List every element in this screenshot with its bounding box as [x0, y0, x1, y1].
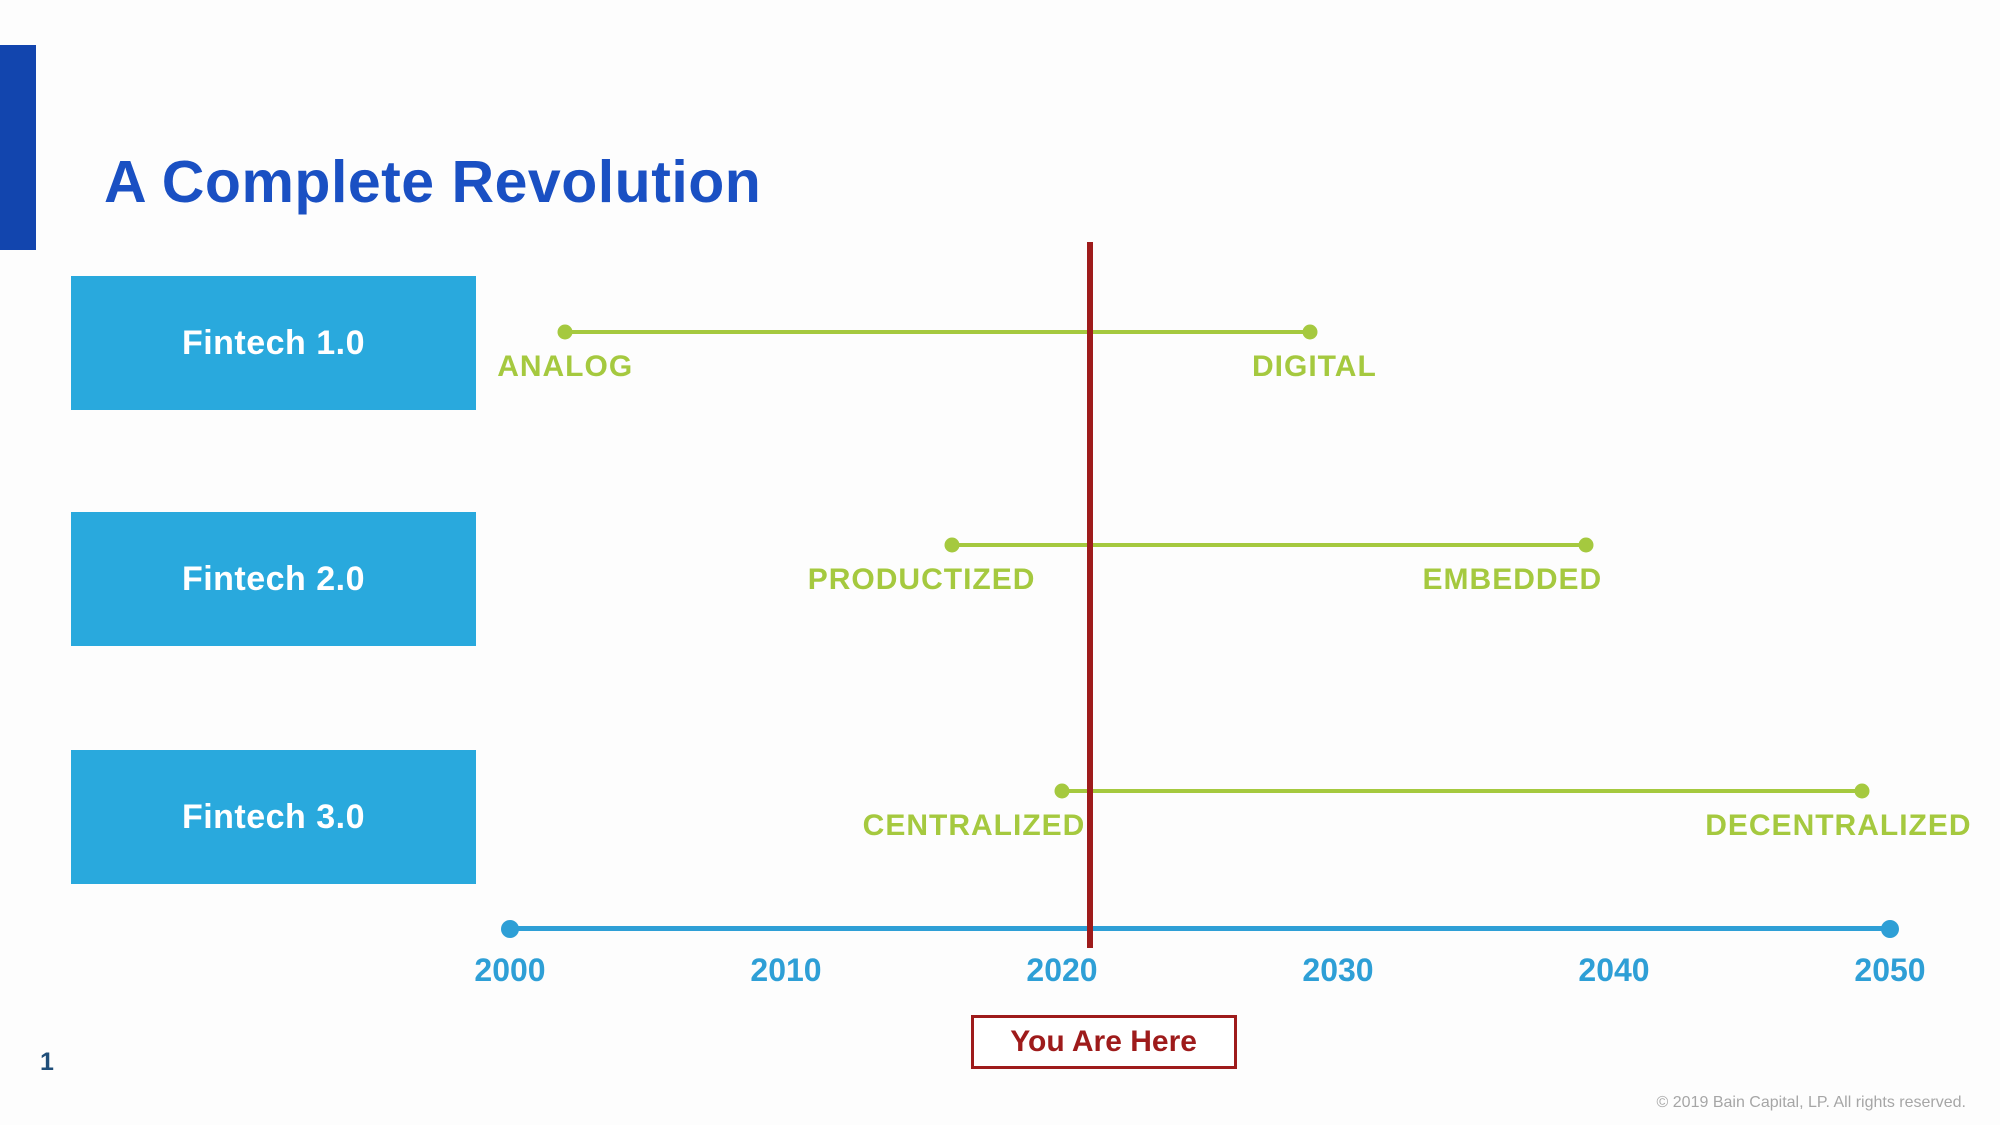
era-box-label: Fintech 1.0: [181, 323, 366, 362]
you-are-here-box: You Are Here: [970, 1015, 1237, 1069]
axis-tick-label-2000: 2000: [474, 952, 546, 988]
era-start-label: PRODUCTIZED: [807, 563, 1036, 596]
era-range-line: [565, 330, 1311, 334]
axis-tick-label-2020: 2020: [1026, 952, 1098, 988]
you-are-here-marker-line: [1086, 242, 1093, 948]
title-accent-bar: [0, 45, 36, 250]
era-box-fintech-2: Fintech 2.0: [71, 512, 476, 646]
era-range-line: [951, 543, 1587, 547]
timeline-axis: [510, 926, 1890, 931]
era-end-label: DECENTRALIZED: [1705, 809, 1972, 842]
era-box-fintech-3: Fintech 3.0: [71, 750, 476, 884]
axis-tick-label-2030: 2030: [1302, 952, 1374, 988]
axis-tick-label-2050: 2050: [1854, 952, 1926, 988]
era-start-label: ANALOG: [497, 350, 634, 383]
page-number: 1: [40, 1048, 54, 1076]
axis-tick-label-2010: 2010: [750, 952, 822, 988]
era-box-label: Fintech 3.0: [181, 797, 366, 836]
copyright-notice: © 2019 Bain Capital, LP. All rights rese…: [1656, 1094, 1966, 1111]
era-range-line: [1062, 789, 1863, 793]
slide-title: A Complete Revolution: [104, 148, 762, 215]
era-box-fintech-1: Fintech 1.0: [71, 276, 476, 410]
you-are-here-label: You Are Here: [1010, 1025, 1197, 1058]
era-end-label: EMBEDDED: [1422, 563, 1603, 596]
axis-tick-label-2040: 2040: [1578, 952, 1650, 988]
era-box-label: Fintech 2.0: [181, 559, 366, 598]
era-start-label: CENTRALIZED: [862, 809, 1086, 842]
era-end-label: DIGITAL: [1252, 350, 1377, 383]
